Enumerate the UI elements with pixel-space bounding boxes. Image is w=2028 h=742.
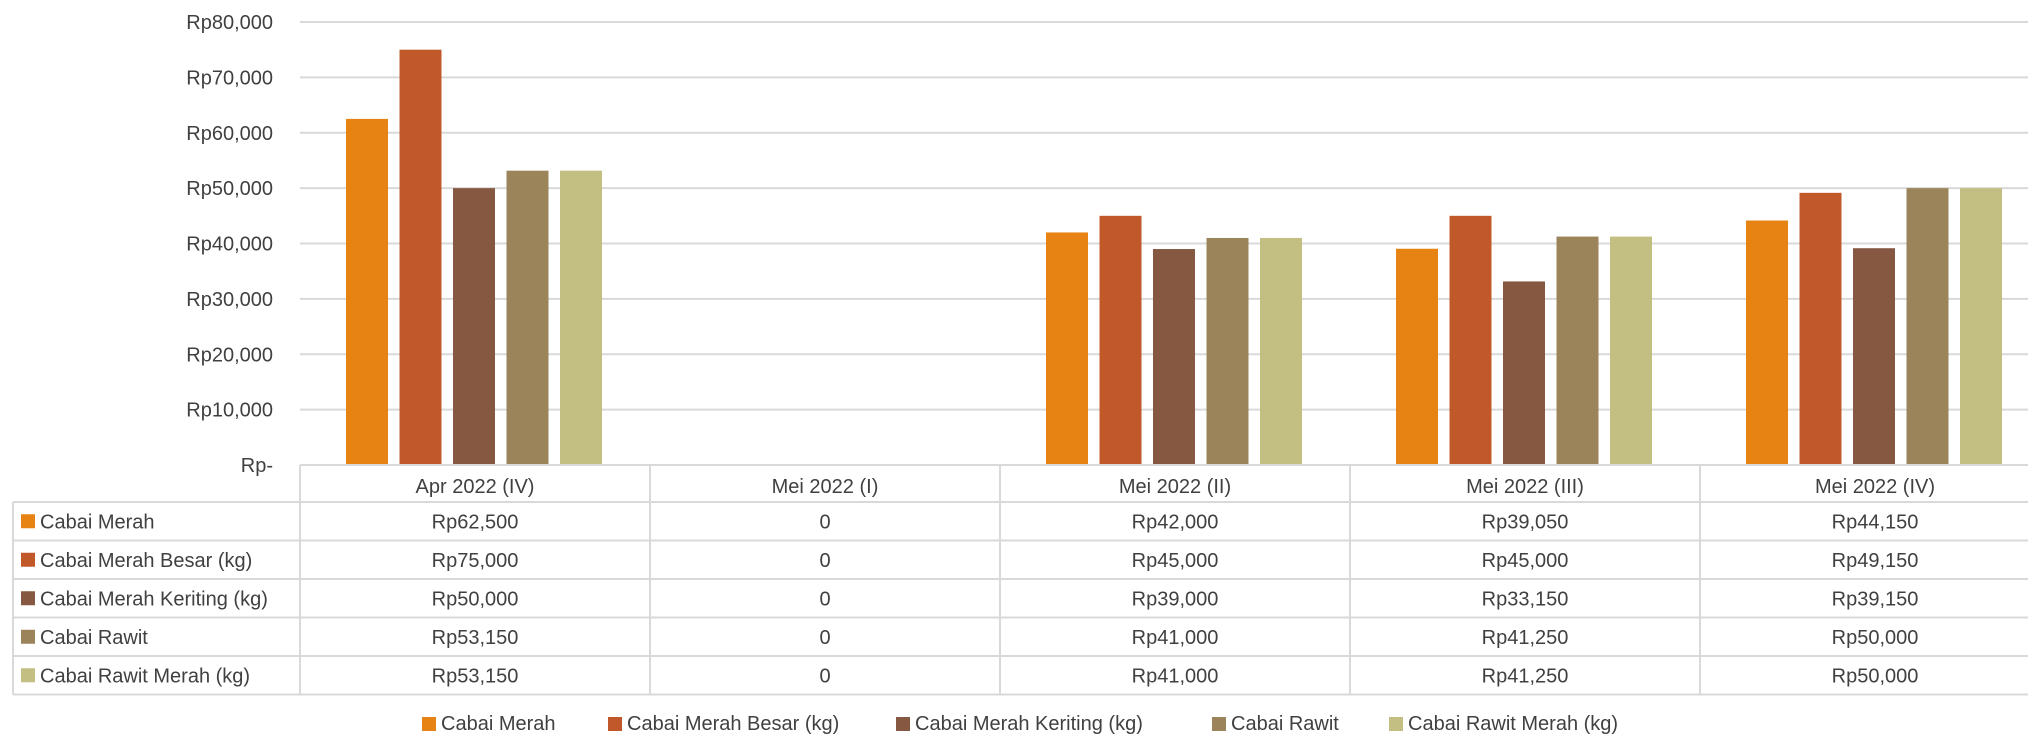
bar [453,188,495,465]
y-axis: Rp- Rp10,000 Rp20,000 Rp30,000 Rp40,000 Rp50,… [186,12,273,477]
bar [1960,188,2002,465]
bar [560,170,602,465]
bar [1153,249,1195,465]
legend-key [21,552,35,567]
legend-swatch [422,717,436,731]
table-row-label: Cabai Rawit [40,627,148,649]
bar [1046,232,1088,465]
table-cell: Rp53,150 [432,665,519,687]
legend-label: Cabai Rawit Merah (kg) [1408,713,1618,735]
legend: Cabai Merah Cabai Merah Besar (kg) Cabai M… [422,713,1618,735]
y-tick-label: Rp40,000 [186,234,273,256]
x-tick-label: Mei 2022 (II) [1119,476,1231,498]
table-row-label: Cabai Merah Keriting (kg) [40,588,268,610]
bar [1853,248,1895,465]
bars [346,49,2002,465]
x-tick-label: Mei 2022 (I) [772,476,879,498]
bar [1746,220,1788,465]
table-cell: 0 [819,550,830,572]
legend-label: Cabai Merah Besar (kg) [627,713,839,735]
table-cell: Rp41,250 [1482,665,1569,687]
table-cell: 0 [819,511,830,533]
table-row-label: Cabai Merah [40,511,155,533]
bar [1906,188,1949,465]
legend-key [21,591,35,606]
table-cell: Rp39,050 [1482,511,1569,533]
y-tick-label: Rp- [241,455,273,477]
table-cell: Rp49,150 [1832,550,1919,572]
y-tick-label: Rp10,000 [186,400,273,422]
bar [1799,192,1842,465]
table-cell: Rp75,000 [432,550,519,572]
legend-label: Cabai Merah [441,713,556,735]
bar [1396,248,1438,465]
table-cell: Rp39,000 [1132,588,1219,610]
bar [1449,215,1492,465]
x-tick-label: Mei 2022 (IV) [1815,476,1935,498]
table-cell: Rp33,150 [1482,588,1569,610]
y-tick-label: Rp70,000 [186,67,273,89]
y-tick-label: Rp50,000 [186,178,273,200]
table-cell: Rp62,500 [432,511,519,533]
legend-key [21,514,35,529]
table-cell: Rp41,250 [1482,627,1569,649]
bar [1099,215,1142,465]
bar [506,170,549,465]
table-cell: Rp53,150 [432,627,519,649]
bar [346,118,388,465]
legend-key [21,629,35,644]
legend-swatch [1389,717,1403,731]
y-tick-label: Rp20,000 [186,344,273,366]
table-cell: Rp50,000 [1832,665,1919,687]
y-tick-label: Rp60,000 [186,123,273,145]
bar [1556,236,1599,465]
table-cell: Rp45,000 [1132,550,1219,572]
table-row-label: Cabai Merah Besar (kg) [40,550,252,572]
y-tick-label: Rp30,000 [186,289,273,311]
table-cell: Rp50,000 [432,588,519,610]
table-cell: 0 [819,665,830,687]
data-table: Apr 2022 (IV) Mei 2022 (I) Mei 2022 (II) Me… [12,464,2028,696]
x-tick-label: Mei 2022 (III) [1466,476,1584,498]
table-cell: Rp39,150 [1832,588,1919,610]
bar [1260,237,1302,465]
legend-label: Cabai Merah Keriting (kg) [915,713,1143,735]
table-cell: Rp44,150 [1832,511,1919,533]
table-cell: 0 [819,627,830,649]
legend-key [21,668,35,683]
table-cell: Rp41,000 [1132,665,1219,687]
legend-swatch [1212,717,1226,731]
table-row-label: Cabai Rawit Merah (kg) [40,665,250,687]
bar [1610,236,1652,465]
y-tick-label: Rp80,000 [186,12,273,34]
table-cell: 0 [819,588,830,610]
table-cell: Rp42,000 [1132,511,1219,533]
table-cell: Rp41,000 [1132,627,1219,649]
bar [1503,281,1545,465]
legend-swatch [608,717,622,731]
legend-swatch [896,717,910,731]
legend-label: Cabai Rawit [1231,713,1339,735]
table-cell: Rp45,000 [1482,550,1569,572]
bar [1206,237,1249,465]
bar [399,49,442,465]
x-tick-label: Apr 2022 (IV) [416,476,535,498]
table-cell: Rp50,000 [1832,627,1919,649]
